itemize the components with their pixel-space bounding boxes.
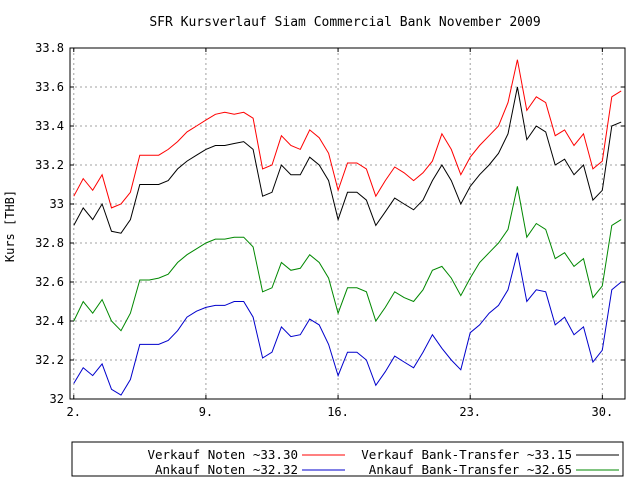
y-tick-label: 33.6	[35, 80, 64, 94]
legend-label: Verkauf Bank-Transfer ~33.15	[361, 447, 572, 462]
y-tick-label: 33.2	[35, 158, 64, 172]
legend-label: Ankauf Bank-Transfer ~32.65	[369, 462, 572, 477]
series-lines	[73, 59, 622, 396]
chart-title: SFR Kursverlauf Siam Commercial Bank Nov…	[149, 15, 540, 30]
y-tick-label: 33.4	[35, 119, 64, 133]
axis-ticks: 32 32.2 32.4 32.6 32.8 33 33.2 33.4 33.6 33.8 2. 9.…	[35, 41, 625, 419]
series-line	[73, 59, 622, 209]
y-tick-label: 32.8	[35, 236, 64, 250]
series-line	[73, 252, 622, 396]
y-tick-label: 33.8	[35, 41, 64, 55]
y-tick-label: 32.4	[35, 314, 64, 328]
y-tick-label: 32.6	[35, 275, 64, 289]
y-tick-label: 32.2	[35, 353, 64, 367]
legend-label: Verkauf Noten ~33.30	[147, 447, 298, 462]
y-tick-label: 32	[50, 392, 64, 406]
x-tick-label: 16.	[327, 405, 349, 419]
x-tick-label: 9.	[199, 405, 213, 419]
series-line	[73, 86, 622, 234]
x-tick-label: 2.	[67, 405, 81, 419]
x-tick-label: 30.	[592, 405, 614, 419]
y-axis-label: Kurs [THB]	[3, 190, 17, 262]
grid-lines	[70, 48, 625, 399]
plot-frame	[69, 47, 626, 400]
legend-box	[71, 441, 624, 477]
x-tick-label: 23.	[459, 405, 481, 419]
series-line	[73, 186, 622, 332]
legend-label: Ankauf Noten ~32.32	[155, 462, 298, 477]
y-tick-label: 33	[50, 197, 64, 211]
